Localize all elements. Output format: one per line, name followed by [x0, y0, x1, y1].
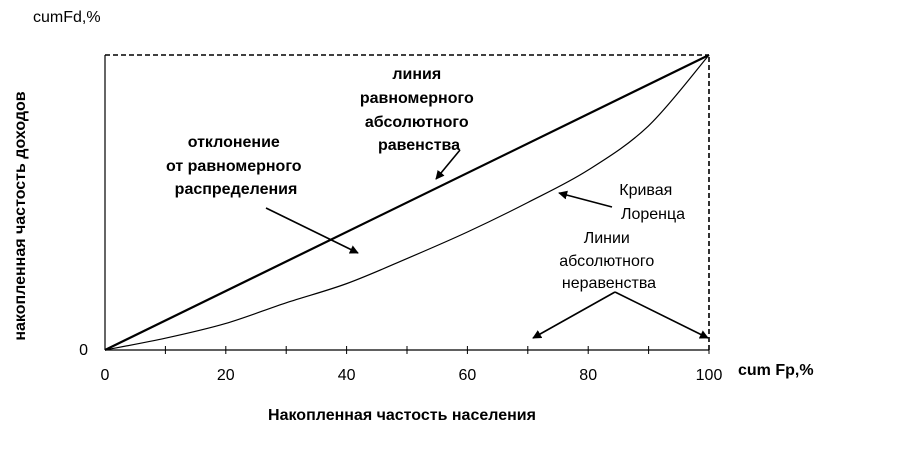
- inequality-label-line-1: Линии: [584, 230, 630, 247]
- inequality-label: Линии абсолютного неравенства: [559, 230, 659, 292]
- y-axis-title: cumFd,%: [33, 9, 101, 26]
- x-tick-labels: 0 20 40 60 80 100: [101, 367, 723, 384]
- inequality-arrow-right: [614, 291, 709, 339]
- deviation-label-line-2: от равномерного: [166, 158, 302, 175]
- equality-line-label: линия равномерного абсолютного равенства: [360, 66, 478, 154]
- lorenz-label-line-2: Лоренца: [621, 206, 685, 223]
- inequality-label-line-2: абсолютного: [559, 253, 654, 270]
- equality-label-line-3: абсолютного: [365, 114, 469, 131]
- y-axis-label: накопленная частость доходов: [12, 91, 29, 340]
- lorenz-label: Кривая Лоренца: [619, 182, 685, 223]
- deviation-label-line-3: распределения: [175, 181, 298, 198]
- deviation-label-line-1: отклонение: [188, 134, 280, 151]
- deviation-arrow: [265, 207, 359, 254]
- x-tick-label: 0: [101, 367, 110, 384]
- equality-arrow: [435, 149, 461, 180]
- x-axis-title: cum Fp,%: [738, 362, 814, 379]
- x-tick-label: 40: [338, 367, 356, 384]
- inequality-label-line-3: неравенства: [562, 275, 656, 292]
- lorenz-arrow: [558, 190, 613, 208]
- equality-label-line-1: линия: [392, 66, 441, 83]
- lorenz-label-line-1: Кривая: [619, 182, 672, 199]
- x-ticks: [164, 346, 710, 354]
- equality-line: [104, 54, 710, 351]
- deviation-label: отклонение от равномерного распределения: [166, 134, 306, 198]
- x-tick-label: 80: [579, 367, 597, 384]
- x-tick-label: 100: [696, 367, 723, 384]
- x-tick-label: 60: [459, 367, 477, 384]
- x-tick-label: 20: [217, 367, 235, 384]
- y-tick-label-0: 0: [79, 342, 88, 359]
- equality-label-line-4: равенства: [378, 137, 460, 154]
- equality-label-line-2: равномерного: [360, 90, 474, 107]
- lorenz-curve: [104, 54, 710, 351]
- x-axis-label: Накопленная частость населения: [268, 407, 536, 424]
- inequality-arrow-left: [532, 291, 616, 339]
